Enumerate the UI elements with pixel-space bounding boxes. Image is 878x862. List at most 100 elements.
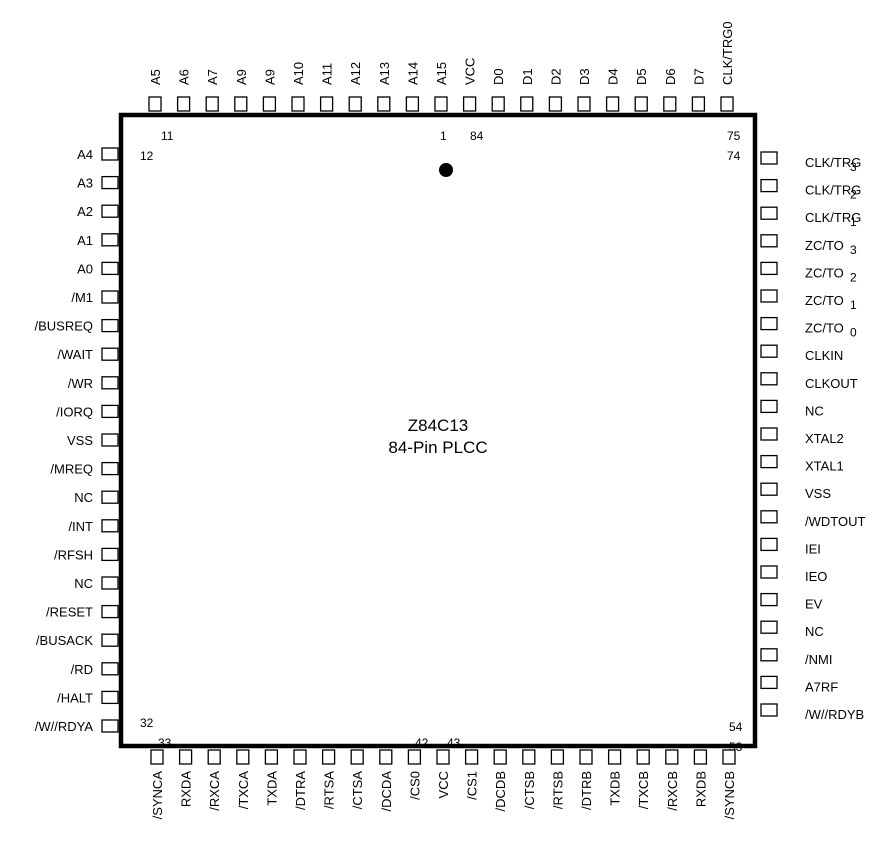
pin-label-right-wdtout: /WDTOUT xyxy=(805,514,865,529)
pin-label-bottom-rxdb: RXDB xyxy=(693,771,708,807)
pin-left-8 xyxy=(101,347,119,361)
pin-bottom-17 xyxy=(607,749,622,765)
pin-label-left-wait: /WAIT xyxy=(57,347,93,362)
pin-number-84: 84 xyxy=(470,129,484,143)
pin-label-left-busack: /BUSACK xyxy=(36,633,93,648)
pin-bottom-14 xyxy=(522,749,536,765)
pin-right-19 xyxy=(760,648,778,662)
pin-label-bottom-ctsa: /CTSA xyxy=(350,771,365,810)
pin-label-bottom-dtra: /DTRA xyxy=(293,771,308,810)
pin-label-bottom-rxda: RXDA xyxy=(179,771,194,807)
pin-label-right-clkin: CLKIN xyxy=(805,348,843,363)
pin-left-1 xyxy=(101,147,119,161)
pin-label-right-xtal2: XTAL2 xyxy=(805,431,844,446)
pin-bottom-1 xyxy=(150,749,164,765)
pin-label-bottom-txca: /TXCA xyxy=(236,771,251,810)
pin-label-right-nc: NC xyxy=(805,403,824,418)
pin-bottom-3 xyxy=(207,749,221,765)
pin-label-top-d2: D2 xyxy=(548,68,563,85)
pin-label-bottom-rxca: /RXCA xyxy=(207,771,222,811)
pin-right-1 xyxy=(760,151,778,165)
pin-label-right-w-rdyb: /W//RDYB xyxy=(805,707,864,722)
pin-top-16 xyxy=(577,96,591,112)
pin-label-right-clk-trg: CLK/TRG xyxy=(805,183,861,198)
pin-bottom-15 xyxy=(550,749,565,765)
pin-right-7 xyxy=(760,316,778,331)
pin-number-75: 75 xyxy=(727,129,741,143)
pin-label-left-busreq: /BUSREQ xyxy=(34,319,93,334)
pin-label-right-xtal1: XTAL1 xyxy=(805,459,844,474)
pin-left-3 xyxy=(101,204,119,218)
pin-label-right-clkout: CLKOUT xyxy=(805,376,858,391)
pin-bottom-11 xyxy=(436,749,450,765)
pin-label-right-ev: EV xyxy=(805,597,823,612)
pin-left-13 xyxy=(101,490,119,504)
pin-label-top-d5: D5 xyxy=(634,68,649,85)
pin-label-right-zc-to: ZC/TO xyxy=(805,265,844,280)
chip-package: 84-Pin PLCC xyxy=(388,438,487,457)
pin-label-top-d4: D4 xyxy=(606,68,621,85)
pin-bottom-16 xyxy=(579,749,593,765)
pin-left-4 xyxy=(101,233,119,247)
pin-label-right-clk-trg: CLK/TRG xyxy=(805,210,861,225)
pin-bottom-4 xyxy=(236,749,250,765)
pin-bottom-10 xyxy=(407,749,422,765)
pin-label-right-clk-trg: CLK/TRG xyxy=(805,155,861,170)
pin-label-top-d3: D3 xyxy=(577,68,592,85)
pin-right-10 xyxy=(760,399,778,414)
pin-top-6 xyxy=(291,96,305,112)
pin-label-left-a2: A2 xyxy=(77,204,93,219)
pin-label-top-a11: A11 xyxy=(320,63,335,85)
pin-top-1 xyxy=(148,96,162,112)
bottom-pin-row: /SYNCA RXDA/RXCA/TXCA TXDA/DTRA/RTSA/CTSA /… xyxy=(150,749,737,819)
pin-top-3 xyxy=(205,96,219,112)
pin-top-11 xyxy=(434,96,448,112)
chip-part-number: Z84C13 xyxy=(408,416,468,435)
pin-left-10 xyxy=(101,404,119,419)
pin-label-bottom-txda: TXDA xyxy=(264,771,279,806)
pin-top-4 xyxy=(234,96,248,112)
pin-top-7 xyxy=(319,96,334,112)
pin-label-top-a15: A15 xyxy=(434,62,449,85)
pin-bottom-20 xyxy=(693,749,708,765)
pin-label-left-halt: /HALT xyxy=(57,690,93,705)
pin-number-32: 32 xyxy=(140,716,154,730)
pin-label-top-d1: D1 xyxy=(520,68,535,85)
pin-right-3 xyxy=(760,206,778,220)
pin-label-right-subscript: 0 xyxy=(850,326,857,340)
pin-right-5 xyxy=(760,261,778,276)
pin-number-33: 33 xyxy=(158,736,172,750)
pin-label-top-a5: A5 xyxy=(148,69,163,85)
pin-label-left-reset: /RESET xyxy=(46,605,93,620)
pin-label-top-a9: A9 xyxy=(234,69,249,85)
pin-bottom-12 xyxy=(464,749,479,765)
pin-left-6 xyxy=(101,290,119,304)
pin-label-right-subscript: 1 xyxy=(850,298,857,312)
pin-left-19 xyxy=(101,662,119,676)
pin-top-21 xyxy=(720,96,734,112)
pin-label-right-subscript: 1 xyxy=(850,215,857,229)
pin-label-left-m1: /M1 xyxy=(71,290,93,305)
pin-number-11: 11 xyxy=(161,129,174,143)
pin-bottom-9 xyxy=(379,749,393,765)
pin-label-left-mreq: /MREQ xyxy=(50,462,93,477)
pin-label-bottom-syncb: /SYNCB xyxy=(722,771,737,819)
pin-top-18 xyxy=(634,96,648,112)
pin-right-13 xyxy=(760,482,778,496)
pin-number-1: 1 xyxy=(440,129,447,143)
pin-label-bottom-ctsb: /CTSB xyxy=(522,771,537,809)
pin-label-top-vcc: VCC xyxy=(463,58,478,85)
pin-left-11 xyxy=(101,433,119,447)
left-pin-row: A4 A3 A2 A1 A0/M1/BUSREQ/WAIT/WR/IORQ VSS/MRE… xyxy=(34,147,119,734)
pin-label-left-nc: NC xyxy=(74,490,93,505)
pin-bottom-7 xyxy=(321,749,336,765)
pin-right-20 xyxy=(760,675,778,690)
pin-number-54: 54 xyxy=(729,720,743,734)
pin-left-9 xyxy=(101,376,119,390)
pin-label-left-rfsh: /RFSH xyxy=(54,547,93,562)
pin-top-8 xyxy=(348,96,362,112)
pin-right-16 xyxy=(760,565,778,579)
pin-bottom-6 xyxy=(293,749,307,765)
pin-right-14 xyxy=(760,510,778,524)
